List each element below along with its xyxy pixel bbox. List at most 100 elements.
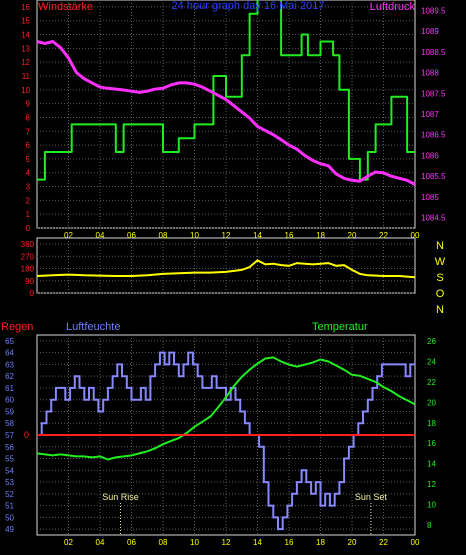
pressure-tick-label: 1086 bbox=[421, 151, 439, 160]
panel-1-time-tick-label: 10 bbox=[190, 231, 199, 240]
wind-direction-series bbox=[36, 259, 416, 279]
pressure-tick-label: 1087.5 bbox=[421, 89, 446, 98]
pressure-tick-label: 1086.5 bbox=[421, 131, 446, 140]
pressure-tick-label: 1085.5 bbox=[421, 172, 446, 181]
wind-speed-tick-label: 10 bbox=[21, 86, 30, 95]
pressure-label: Luftdruck bbox=[370, 1, 416, 13]
compass-label-n: N bbox=[436, 240, 444, 252]
wind-speed-tick-label: 1 bbox=[26, 210, 31, 219]
temperature-tick-label: 24 bbox=[427, 358, 436, 367]
humidity-tick-label: 50 bbox=[5, 513, 14, 522]
humidity-tick-label: 64 bbox=[5, 349, 14, 358]
panel-3-time-tick-label: 10 bbox=[190, 538, 199, 547]
pressure-tick-label: 1084.5 bbox=[421, 214, 446, 223]
panel-3-time-tick-label: 14 bbox=[253, 538, 262, 547]
temperature-tick-label: 8 bbox=[427, 521, 432, 530]
temperature-tick-label: 12 bbox=[427, 480, 436, 489]
humidity-tick-label: 54 bbox=[5, 466, 14, 475]
humidity-tick-label: 51 bbox=[5, 502, 14, 511]
panel-1-time-tick-label: 12 bbox=[222, 231, 231, 240]
panel-1-time-tick-label: 08 bbox=[159, 231, 168, 240]
panel-3-time-tick-label: 18 bbox=[316, 538, 325, 547]
panel-3-time-tick-label: 04 bbox=[96, 538, 105, 547]
wind-speed-tick-label: 13 bbox=[21, 44, 30, 53]
wind-direction-tick-label: 270 bbox=[21, 252, 35, 261]
wind-speed-tick-label: 9 bbox=[26, 100, 31, 109]
wind-direction-tick-label: 0 bbox=[30, 289, 35, 298]
panel-1-time-tick-label: 20 bbox=[348, 231, 357, 240]
wind-speed-tick-label: 6 bbox=[26, 141, 31, 150]
wind-direction-tick-label: 180 bbox=[21, 265, 35, 274]
panel-3-right-axis: 8 10 12 14 16 18 20 22 24 26 bbox=[427, 337, 436, 530]
wind-speed-tick-label: 8 bbox=[26, 113, 31, 122]
wind-speed-tick-label: 16 bbox=[21, 3, 30, 12]
pressure-tick-label: 1085 bbox=[421, 193, 439, 202]
panel-1-time-tick-label: 00 bbox=[411, 231, 420, 240]
pressure-tick-label: 1089.5 bbox=[421, 6, 446, 15]
wind-speed-tick-label: 4 bbox=[26, 169, 31, 178]
panel-1-time-axis: 02 04 06 08 10 12 14 16 18 20 22 00 bbox=[64, 231, 420, 240]
humidity-tick-label: 63 bbox=[5, 360, 14, 369]
chart-title: 24 hour graph day 16 Mai 2017 bbox=[172, 0, 325, 12]
wind-direction-tick-label: 90 bbox=[25, 277, 34, 286]
panel-1-time-tick-label: 02 bbox=[64, 231, 73, 240]
temperature-tick-label: 10 bbox=[427, 500, 436, 509]
rain-label: Regen bbox=[1, 321, 33, 333]
panel-3-time-tick-label: 02 bbox=[64, 538, 73, 547]
wind-speed-tick-label: 11 bbox=[22, 72, 31, 81]
panel-1-time-tick-label: 22 bbox=[379, 231, 388, 240]
compass-label-s: S bbox=[436, 272, 443, 284]
humidity-tick-label: 62 bbox=[5, 372, 14, 381]
panel-3-time-tick-label: 16 bbox=[285, 538, 294, 547]
temperature-series bbox=[36, 356, 416, 461]
rain-zero-label: 0 bbox=[24, 430, 29, 440]
wind-speed-tick-label: 5 bbox=[26, 155, 31, 164]
panel-3-time-tick-label: 22 bbox=[379, 538, 388, 547]
humidity-tick-label: 55 bbox=[5, 455, 14, 464]
humidity-tick-label: 56 bbox=[5, 443, 14, 452]
panel-1-time-tick-label: 18 bbox=[316, 231, 325, 240]
panel-1-right-axis: 1084.5 1085 1085.5 1086 1086.5 1087 1087.5 1088… bbox=[421, 6, 446, 222]
panel-1-time-tick-label: 16 bbox=[285, 231, 294, 240]
panel-1-series bbox=[36, 0, 416, 186]
wind-direction-tick-label: 360 bbox=[21, 240, 35, 249]
pressure-tick-label: 1088 bbox=[421, 69, 439, 78]
panel-3-time-axis: 02 04 06 08 10 12 14 16 18 20 22 00 bbox=[64, 538, 420, 547]
sunrise-label: Sun Rise bbox=[102, 492, 139, 502]
panel-3-time-tick-label: 12 bbox=[222, 538, 231, 547]
panel-3-series bbox=[36, 351, 416, 531]
wind-speed-tick-label: 12 bbox=[21, 58, 30, 67]
wind-speed-tick-label: 14 bbox=[21, 31, 30, 40]
humidity-tick-label: 53 bbox=[5, 478, 14, 487]
panel-3-time-tick-label: 00 bbox=[411, 538, 420, 547]
wind-speed-tick-label: 7 bbox=[26, 127, 31, 136]
humidity-tick-label: 57 bbox=[5, 431, 14, 440]
panel-3-time-tick-label: 08 bbox=[159, 538, 168, 547]
humidity-tick-label: 60 bbox=[5, 396, 14, 405]
panel-1-time-tick-label: 14 bbox=[253, 231, 262, 240]
wind-speed-tick-label: 3 bbox=[26, 183, 31, 192]
humidity-tick-label: 49 bbox=[5, 525, 14, 534]
compass-label-n: N bbox=[436, 304, 444, 316]
humidity-tick-label: 61 bbox=[5, 384, 14, 393]
humidity-tick-label: 59 bbox=[5, 407, 14, 416]
panel-3-left-axis: 49 50 51 52 53 54 55 56 57 58 59 60 61 62 63 64 65 bbox=[5, 337, 14, 534]
humidity-label: Luftfeuchte bbox=[66, 321, 120, 333]
panel-2-left-axis: 0 90 180 270 360 bbox=[21, 240, 35, 298]
humidity-series bbox=[37, 351, 415, 531]
panel-3-time-tick-label: 20 bbox=[348, 538, 357, 547]
humidity-tick-label: 58 bbox=[5, 419, 14, 428]
temperature-tick-label: 16 bbox=[427, 439, 436, 448]
compass-label-o: O bbox=[436, 288, 445, 300]
temperature-label: Temperatur bbox=[312, 321, 368, 333]
humidity-tick-label: 65 bbox=[5, 337, 14, 346]
panel-2-series bbox=[36, 259, 416, 279]
wind-speed-label: Windstärke bbox=[38, 1, 93, 13]
temperature-tick-label: 14 bbox=[427, 460, 436, 469]
wind-speed-tick-label: 2 bbox=[26, 196, 31, 205]
panel-1-time-tick-label: 04 bbox=[96, 231, 105, 240]
